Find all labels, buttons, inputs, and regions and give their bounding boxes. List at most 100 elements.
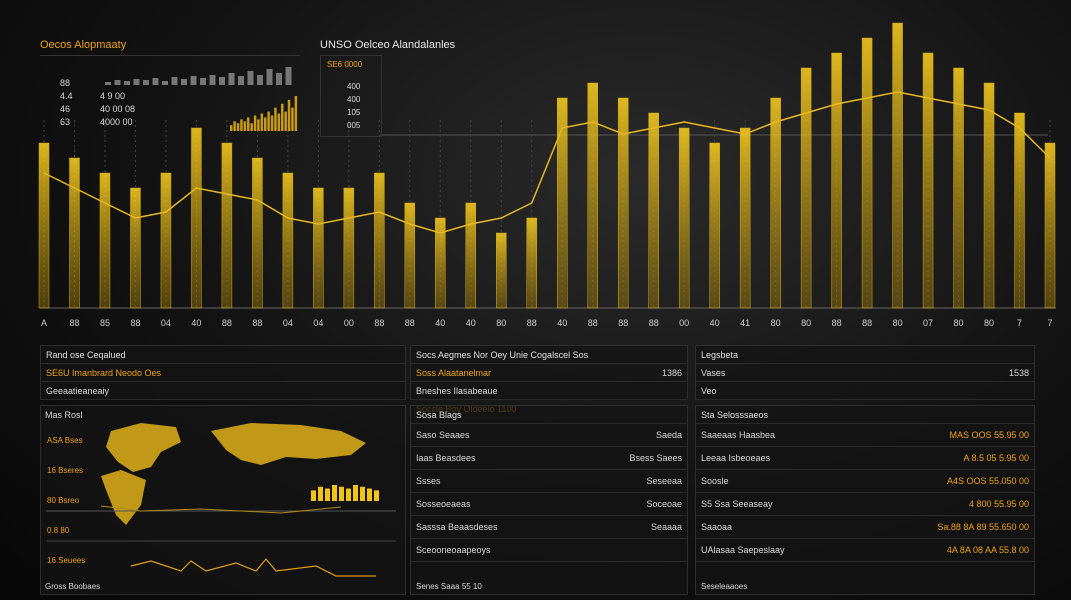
- left-title: Oecos Alopmaaty: [40, 39, 127, 51]
- panel-footer: Seseleaaoes: [701, 582, 748, 591]
- bar: [160, 172, 172, 309]
- spark-bar: [171, 77, 178, 85]
- x-tick-label: 80: [771, 318, 781, 328]
- x-tick-label: 7: [1017, 318, 1022, 328]
- x-tick-label: 40: [191, 318, 201, 328]
- cell: Geeaatieaneaiy: [46, 385, 110, 396]
- spark-bar: [281, 103, 284, 131]
- spark-bar: [230, 125, 233, 131]
- spark-bar: [152, 78, 159, 85]
- cell: Saaeaas Haasbea: [701, 430, 776, 440]
- panel-title: Sta Selosssaeos: [696, 406, 1034, 424]
- panel-row: Veo: [696, 382, 1034, 400]
- summary-cell: 4 9 00: [100, 91, 126, 101]
- spark-bar: [270, 115, 274, 131]
- cell: Sasssa Beaasdeses: [416, 522, 498, 532]
- panel-row: Geeaatieaneaiy: [41, 382, 405, 400]
- map-land: [101, 423, 366, 525]
- panel-row: UAlasaa Saepeslaay 4A 8A 08 AA 55.8 00: [696, 539, 1034, 562]
- summary-cell: 40 00 08: [100, 104, 136, 114]
- cell: Sa.88 8A 89 55.650 00: [937, 522, 1029, 532]
- cell: S5 Ssa Seeaseay: [701, 499, 773, 509]
- x-tick-label: 88: [405, 318, 415, 328]
- summary-value: 105: [347, 108, 361, 117]
- x-tick-label: 88: [649, 318, 659, 328]
- mid-summary: SE6 0000 400 400 105 005: [320, 55, 382, 137]
- panel-footer: Gross Boobaes: [45, 582, 101, 591]
- bar: [770, 97, 781, 309]
- x-tick-label: 41: [740, 318, 750, 328]
- main-chart: A 88 85 88 04 40 88 88 04 04 00 88 88 40 40 80 88 40 88 88 8…: [38, 22, 1056, 328]
- map-bar: [339, 486, 344, 501]
- spark-bar: [287, 99, 291, 131]
- x-tick-label: 07: [923, 318, 933, 328]
- panel: Legsbeta Vases 1538 Veo: [695, 345, 1035, 400]
- line: [43, 91, 1051, 234]
- summary-value: 005: [347, 121, 361, 130]
- x-tick-label: 40: [710, 318, 720, 328]
- x-tick-label: 80: [801, 318, 811, 328]
- continent: [106, 423, 181, 472]
- bar: [496, 232, 507, 309]
- bar: [953, 67, 964, 309]
- cell: Bsess Saees: [629, 453, 682, 463]
- map-label: ASA Bses: [47, 436, 83, 445]
- panel-row: Leeaa Isbeoeaes A 8.5 05 5.95 00: [696, 447, 1034, 470]
- bar: [678, 127, 690, 309]
- bar: [404, 202, 416, 309]
- cell: Bneshes Ilasabeaue: [416, 385, 498, 396]
- bar: [831, 52, 842, 309]
- x-tick-label: 88: [527, 318, 537, 328]
- x-tick-label: 88: [588, 318, 598, 328]
- cell: Iaas Beasdees: [416, 453, 476, 463]
- panel-row: Soss Alaatanelmar 1386: [411, 364, 687, 382]
- map-label: 80 Bsreo: [47, 496, 80, 505]
- panel-row: S5 Ssa Seeaseay 4 800 55.95 00: [696, 493, 1034, 516]
- bar: [69, 157, 80, 309]
- cell: Soosle: [701, 476, 729, 486]
- spark-bar: [114, 80, 121, 85]
- panel-row: Sasssa Beaasdeses Seaaaa: [411, 516, 687, 539]
- cell: 4 800 55.95 00: [968, 499, 1029, 509]
- spark-bar: [228, 73, 235, 85]
- left-summary: 88 4.4 4 9 00 46 40 00 08 63 4000 00: [40, 55, 300, 136]
- cell: Sceooneoaapeoys: [416, 545, 491, 555]
- panel: Socs Aegmes Nor Oey Unie Cogalscel Sos So…: [410, 345, 688, 418]
- bar: [587, 82, 598, 309]
- spark-bar: [266, 69, 273, 85]
- spark-bar: [240, 119, 243, 131]
- bar: [252, 157, 263, 309]
- summary-value: 400: [347, 95, 361, 104]
- x-tick-label: 88: [618, 318, 628, 328]
- spark-bar: [274, 107, 277, 131]
- spark-bar: [250, 123, 253, 131]
- map-label: 0.8 80: [47, 526, 70, 535]
- bar: [38, 142, 50, 309]
- cell: MAS OOS 55.95 00: [949, 430, 1029, 440]
- map-panel: Mas Rosl ASA Bses 16 Bseres 80 Bsreo 0.8 80 1…: [40, 405, 406, 595]
- map: [46, 423, 396, 577]
- map-bar: [311, 490, 316, 501]
- panel-row: Bneshes Ilasabeaue: [411, 382, 687, 400]
- spark-bar: [143, 80, 149, 85]
- bar: [191, 127, 202, 309]
- bar: [99, 172, 111, 309]
- map-bar: [318, 486, 323, 501]
- cell: Seseeaa: [646, 476, 682, 486]
- panel: Sta Selosssaeos Saaeaas Haasbea MAS OOS 55…: [695, 405, 1035, 595]
- spark-bar: [181, 79, 187, 85]
- x-tick-label: 88: [374, 318, 384, 328]
- cell: Soss Alaatanelmar: [416, 367, 492, 378]
- map-bar: [367, 488, 372, 501]
- cell: Veo: [701, 385, 717, 396]
- cell: Saso Seaaes: [416, 430, 470, 440]
- x-tick-label: 00: [344, 318, 354, 328]
- cell: SE6U Imanbrard Neodo Oes: [46, 367, 162, 378]
- cell: Saeda: [655, 430, 682, 440]
- continent: [211, 423, 366, 465]
- spark-bar: [257, 75, 263, 85]
- bar: [617, 97, 629, 309]
- x-tick-label: 85: [100, 318, 110, 328]
- panel-row: Soosle A4S OOS 55.050 00: [696, 470, 1034, 493]
- sparkline: [105, 67, 298, 131]
